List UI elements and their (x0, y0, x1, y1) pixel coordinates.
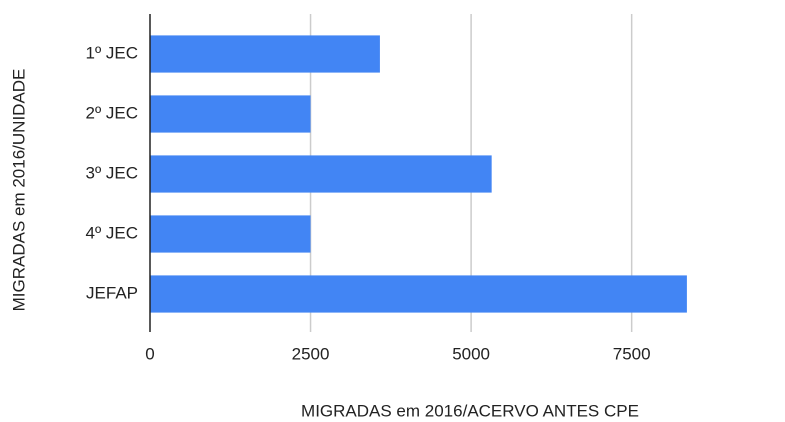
y-tick-label: 1º JEC (85, 43, 138, 62)
x-axis-title: MIGRADAS em 2016/ACERVO ANTES CPE (301, 401, 639, 420)
x-tick-label: 2500 (292, 344, 330, 363)
bar (150, 35, 380, 73)
x-tick-label: 0 (145, 344, 154, 363)
bar (150, 215, 311, 253)
x-tick-label: 7500 (613, 344, 651, 363)
x-tick-label: 5000 (452, 344, 490, 363)
bar (150, 95, 311, 133)
bar (150, 155, 492, 193)
y-tick-label: JEFAP (86, 283, 138, 302)
bar (150, 275, 687, 313)
y-axis-title: MIGRADAS em 2016/UNIDADE (9, 69, 28, 312)
y-tick-label: 4º JEC (85, 223, 138, 242)
y-tick-label: 2º JEC (85, 103, 138, 122)
y-tick-label: 3º JEC (85, 163, 138, 182)
